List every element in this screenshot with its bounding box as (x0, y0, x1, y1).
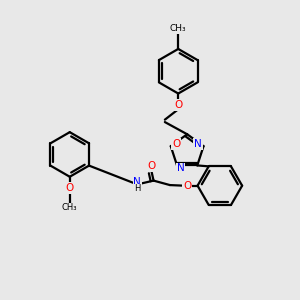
Text: CH₃: CH₃ (170, 24, 187, 33)
Text: O: O (147, 161, 155, 171)
Text: O: O (172, 139, 180, 149)
Text: N: N (194, 139, 202, 149)
Text: N: N (177, 164, 184, 173)
Text: H: H (134, 184, 140, 194)
Text: O: O (66, 183, 74, 193)
Text: N: N (133, 177, 141, 188)
Text: CH₃: CH₃ (62, 203, 77, 212)
Text: O: O (183, 181, 191, 191)
Text: O: O (174, 100, 182, 110)
